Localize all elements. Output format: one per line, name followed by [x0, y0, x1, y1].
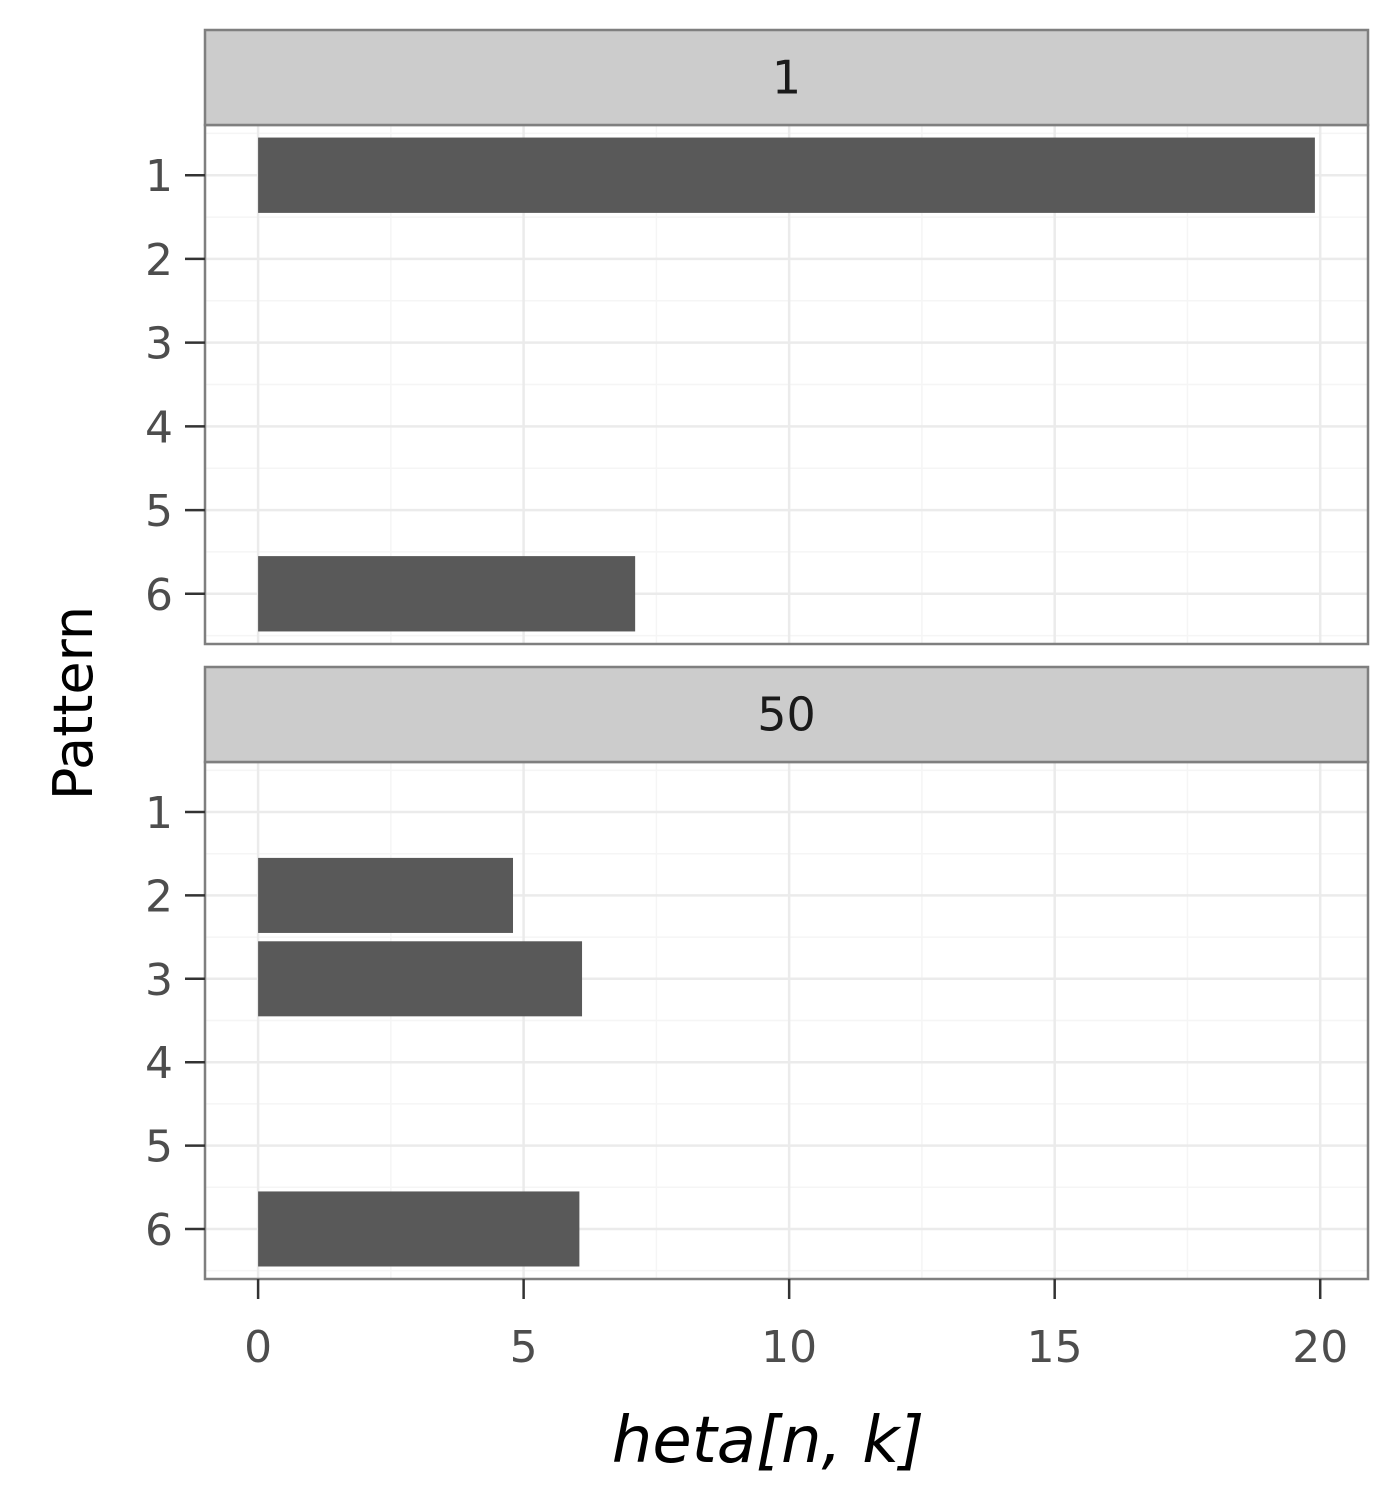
- facet-panel-50: 50 1 2 3 4 5 6: [145, 665, 1370, 1281]
- x-axis-title: heta[n, k]: [612, 1404, 925, 1478]
- y-tick-label: 2: [145, 871, 173, 922]
- x-tick-label: 0: [244, 1322, 272, 1373]
- y-tick-label: 2: [145, 235, 173, 286]
- facet-strip-label: 50: [757, 688, 816, 742]
- x-tick-label: 5: [510, 1322, 538, 1373]
- y-tick-label: 4: [145, 402, 173, 453]
- y-tick-label: 1: [145, 788, 173, 839]
- facet-panels: 1 1 2 3 4 5 6 50 1 2 3 4 5 6: [145, 28, 1370, 1281]
- y-tick-label: 6: [145, 570, 173, 621]
- facet-strip-label: 1: [772, 51, 801, 105]
- bar-pattern-3: [258, 941, 583, 1017]
- y-tick-label: 3: [145, 955, 173, 1006]
- bar-pattern-1: [258, 137, 1315, 213]
- y-tick-label: 3: [145, 319, 173, 370]
- bar-pattern-6: [258, 556, 636, 632]
- x-axis: 0 5 10 15 20: [244, 1279, 1348, 1373]
- x-tick-label: 10: [761, 1322, 817, 1373]
- facet-strip: [203, 28, 1370, 127]
- y-axis-title: Pattern: [42, 606, 105, 800]
- bar-pattern-2: [258, 857, 514, 933]
- y-tick-label: 1: [145, 151, 173, 202]
- bar-pattern-6: [258, 1191, 580, 1267]
- x-tick-label: 15: [1027, 1322, 1083, 1373]
- facet-strip: [203, 665, 1370, 764]
- y-tick-label: 6: [145, 1205, 173, 1256]
- facet-panel-1: 1 1 2 3 4 5 6: [145, 28, 1370, 646]
- x-tick-label: 20: [1292, 1322, 1348, 1373]
- y-tick-label: 4: [145, 1038, 173, 1089]
- y-tick-label: 5: [145, 486, 173, 537]
- y-tick-label: 5: [145, 1122, 173, 1173]
